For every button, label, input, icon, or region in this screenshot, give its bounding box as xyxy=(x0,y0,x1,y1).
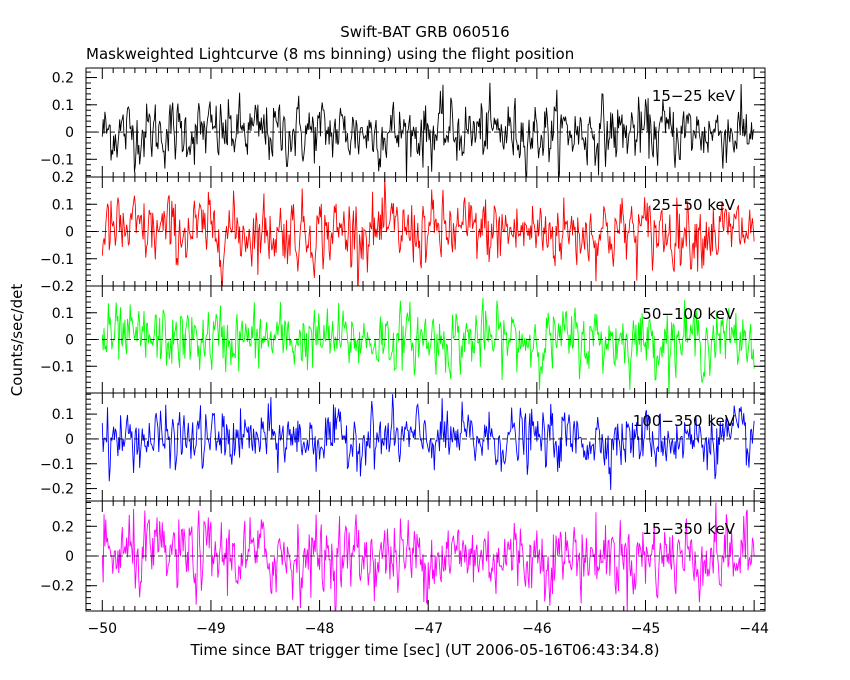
x-axis-label: Time since BAT trigger time [sec] (UT 20… xyxy=(190,641,660,659)
chart-title: Swift-BAT GRB 060516 xyxy=(340,23,509,41)
y-tick-label: −0.1 xyxy=(40,359,74,375)
y-tick-label: 0.2 xyxy=(52,519,74,535)
panel-3: −0.1 0 0.1 50−100 keV xyxy=(40,285,766,394)
panel-label-2: 25−50 keV xyxy=(652,196,736,214)
x-tick-label: −49 xyxy=(196,621,226,637)
y-tick-label: 0.2 xyxy=(52,170,74,186)
series-line-2 xyxy=(101,177,755,286)
y-tick-label: −0.1 xyxy=(40,457,74,473)
y-tick-label: −0.1 xyxy=(40,152,74,168)
y-tick-label: 0 xyxy=(65,549,74,565)
x-tick-label: −45 xyxy=(631,621,661,637)
panel-4: −0.2 −0.1 0 0.1 100−350 keV xyxy=(40,392,766,502)
panel-label-1: 15−25 keV xyxy=(652,87,736,105)
y-tick-label: 0.1 xyxy=(52,98,74,114)
y-tick-label: 0.1 xyxy=(52,306,74,322)
x-tick-label: −44 xyxy=(739,621,769,637)
y-tick-label: −0.1 xyxy=(40,252,74,268)
panel-frame xyxy=(85,392,766,502)
y-axis-label: Counts/sec/det xyxy=(8,284,26,397)
y-tick-label: −0.2 xyxy=(40,279,74,295)
panel-1: −0.1 0 0.1 0.2 15−25 keV xyxy=(40,67,766,178)
x-tick-label: −46 xyxy=(522,621,552,637)
x-tick-label: −47 xyxy=(413,621,443,637)
series-line-5 xyxy=(101,502,755,611)
panel-frame xyxy=(85,67,766,178)
panel-label-4: 100−350 keV xyxy=(633,412,736,430)
x-tick-label: −50 xyxy=(88,621,118,637)
series-line-3 xyxy=(101,297,755,393)
y-tick-label: 0.1 xyxy=(52,407,74,423)
x-tick-label: −48 xyxy=(305,621,335,637)
panel-5: −0.2 0 0.2 15−350 keV xyxy=(40,500,766,612)
y-tick-label: −0.2 xyxy=(40,579,74,595)
series-line-1 xyxy=(101,82,755,177)
y-tick-label: −0.2 xyxy=(40,482,74,498)
panel-label-3: 50−100 keV xyxy=(642,305,735,323)
chart-subtitle: Maskweighted Lightcurve (8 ms binning) u… xyxy=(86,45,574,63)
y-tick-label: 0.1 xyxy=(52,197,74,213)
y-tick-label: 0 xyxy=(65,333,74,349)
y-tick-label: 0.2 xyxy=(52,71,74,87)
panel-label-5: 15−350 keV xyxy=(642,520,735,538)
panel-2: −0.2 −0.1 0 0.1 0.2 25−50 keV xyxy=(40,170,766,295)
y-tick-label: 0 xyxy=(65,432,74,448)
series-line-4 xyxy=(101,394,755,490)
y-tick-label: 0 xyxy=(65,225,74,241)
y-tick-label: 0 xyxy=(65,125,74,141)
panels-group: −0.1 0 0.1 0.2 15−25 keV −0.2 −0.1 0 0.1 0.2 25−50… xyxy=(40,67,769,637)
